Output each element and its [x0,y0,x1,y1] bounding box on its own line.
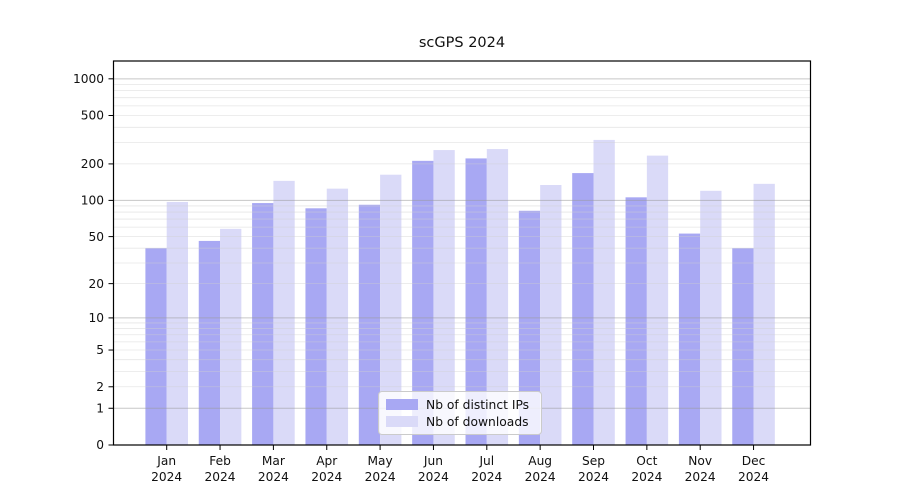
bar-downloads-oct [646,155,669,445]
bar-distinct-ips-mar [252,203,274,445]
bar-downloads-sep [593,139,615,446]
bar-downloads-feb [220,228,242,445]
x-tick-label-month: Apr [316,454,338,468]
y-tick-label: 5 [96,343,104,357]
y-tick-label: 500 [81,109,104,123]
x-tick-label-year: 2024 [578,470,609,484]
x-tick-label-year: 2024 [471,470,502,484]
bar-downloads-jul [486,149,509,446]
x-tick-label-month: Feb [209,454,231,468]
x-tick-label-year: 2024 [205,470,236,484]
bar-distinct-ips-nov [678,233,701,445]
bar-downloads-dec [753,183,775,445]
x-tick-label-month: Jul [478,454,494,468]
y-tick-label: 10 [88,311,104,325]
legend: Nb of distinct IPs Nb of downloads [378,391,542,435]
x-tick-label-month: May [367,454,392,468]
bar-distinct-ips-jul [465,158,487,446]
x-tick-label-year: 2024 [418,470,449,484]
legend-label-downloads: Nb of downloads [426,414,529,429]
x-tick-label-month: Nov [688,454,712,468]
bar-downloads-mar [273,180,295,446]
bar-distinct-ips-sep [572,173,594,446]
bar-distinct-ips-dec [732,248,754,445]
bar-distinct-ips-jan [145,248,167,445]
x-tick-label-month: Jun [423,454,443,468]
y-tick-label: 2 [96,380,104,394]
x-tick-label-month: Oct [636,454,657,468]
bar-downloads-may [380,174,402,445]
legend-label-distinct-ips: Nb of distinct IPs [426,397,530,412]
legend-swatch-distinct-ips [386,399,418,410]
chart-title: scGPS 2024 [418,35,506,51]
bar-distinct-ips-may [358,204,381,445]
bar-distinct-ips-feb [198,240,221,445]
bar-downloads-aug [540,185,562,445]
x-tick-label-year: 2024 [738,470,769,484]
x-tick-label-month: Dec [742,454,766,468]
bar-distinct-ips-apr [305,208,327,445]
y-tick-label: 1 [96,401,104,415]
x-tick-label-month: Jan [156,454,176,468]
x-tick-label-year: 2024 [311,470,342,484]
bar-downloads-apr [326,188,349,445]
y-tick-label: 1000 [73,72,104,86]
x-tick-label-year: 2024 [525,470,556,484]
x-tick-label-year: 2024 [685,470,716,484]
x-tick-label-year: 2024 [258,470,289,484]
x-tick-label-year: 2024 [151,470,182,484]
bar-distinct-ips-jun [412,160,434,445]
x-tick-label-month: Mar [262,454,286,468]
x-tick-label-year: 2024 [365,470,396,484]
y-tick-label: 20 [88,277,104,291]
legend-row-downloads: Nb of downloads [386,415,541,429]
y-tick-label: 0 [96,438,104,452]
x-tick-label-year: 2024 [631,470,662,484]
y-tick-label: 100 [81,194,104,208]
legend-row-distinct-ips: Nb of distinct IPs [386,398,541,412]
x-tick-label-month: Sep [582,454,605,468]
x-tick-label-month: Aug [528,454,552,468]
y-tick-label: 200 [81,157,104,171]
bar-distinct-ips-oct [625,197,647,445]
legend-swatch-downloads [386,416,418,427]
y-tick-label: 50 [88,230,104,244]
plot-border [112,60,812,446]
